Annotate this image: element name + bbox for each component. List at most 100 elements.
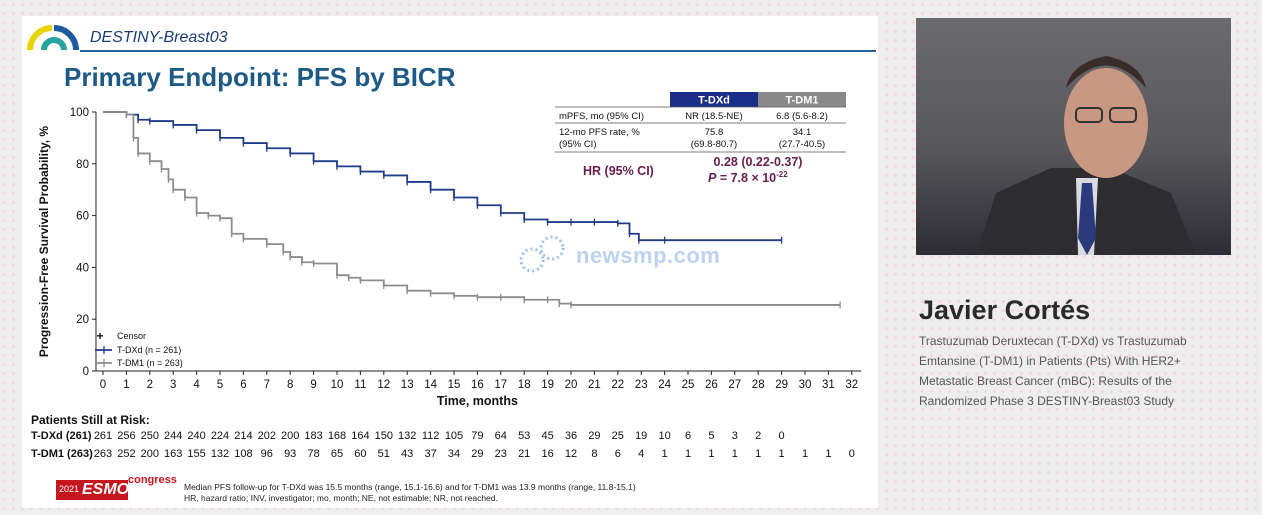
risk-cell: 93 [284, 448, 297, 460]
risk-cell: 19 [635, 430, 648, 442]
table-row-rate-tdxd1: 75.8 [705, 127, 724, 138]
risk-cell: 155 [187, 448, 206, 460]
risk-cell: 263 [93, 448, 113, 460]
risk-cell: 132 [210, 448, 230, 460]
x-tick-label-5: 5 [217, 379, 223, 391]
risk-cell: 164 [351, 430, 370, 442]
x-tick-label-16: 16 [471, 379, 484, 391]
x-tick-label-13: 13 [401, 379, 414, 391]
series-line-tdxd [103, 111, 782, 242]
risk-cell: 240 [187, 430, 206, 442]
risk-cell: 29 [588, 430, 601, 442]
risk-cell: 60 [354, 448, 367, 460]
x-tick-label-1: 1 [123, 379, 129, 391]
risk-cell: 43 [401, 448, 414, 460]
p-prefix: P [708, 171, 717, 185]
table-row-mpfs-tdm1: 6.8 (5.6-8.2) [776, 111, 828, 122]
x-tick-label-7: 7 [264, 379, 270, 391]
risk-cell: 64 [494, 430, 507, 442]
risk-cell: 132 [398, 430, 417, 442]
risk-cell: 0 [778, 430, 785, 442]
risk-cell: 150 [374, 430, 393, 442]
risk-cell: 108 [234, 448, 253, 460]
esmo-year: 2021 [59, 484, 80, 494]
risk-cell: 256 [117, 430, 136, 442]
risk-cell: 1 [661, 448, 668, 460]
y-tick-label-0: 0 [83, 366, 89, 378]
p-exp: -22 [776, 170, 788, 179]
x-tick-label-0: 0 [100, 379, 106, 391]
chart-axes: 0 1 2 3 4 5 6 7 8 9 10 11 12 13 14 15 16 17 18 19 20 21 22 23 24… [37, 107, 862, 408]
speaker-portrait [976, 56, 1196, 255]
risk-cell: 79 [471, 430, 484, 442]
x-tick-label-14: 14 [424, 379, 437, 391]
study-brand: DESTINY-Breast03 [90, 29, 228, 46]
table-header-tdxd: T-DXd [698, 95, 730, 107]
risk-cell: 200 [281, 430, 300, 442]
watermark-text: newsmp.com [576, 243, 721, 268]
x-axis-label: Time, months [437, 394, 518, 408]
chart-legend: + Censor T-DXd (n = 261) T-DM1 (n = 263) [95, 329, 183, 368]
x-tick-label-30: 30 [799, 379, 812, 391]
x-tick-label-31: 31 [822, 379, 835, 391]
table-header-tdm1: T-DM1 [786, 95, 819, 107]
risk-cell: 183 [304, 430, 323, 442]
risk-cell: 53 [518, 430, 531, 442]
risk-cell: 1 [778, 448, 785, 460]
destiny-logo [27, 25, 79, 51]
risk-cell: 45 [541, 430, 554, 442]
x-tick-label-4: 4 [193, 379, 200, 391]
table-row-rate-tdxd2: (69.8-80.7) [691, 139, 737, 150]
risk-cell: 252 [117, 448, 136, 460]
y-axis-label: Progression-Free Survival Probability, % [37, 126, 51, 358]
footnote-followup: Median PFS follow-up for T-DXd was 15.5 … [184, 482, 636, 492]
x-tick-label-22: 22 [611, 379, 624, 391]
legend-label-tdxd: T-DXd (n = 261) [117, 345, 181, 355]
x-tick-label-18: 18 [518, 379, 531, 391]
risk-cell: 1 [731, 448, 738, 460]
x-tick-label-2: 2 [147, 379, 153, 391]
x-tick-label-28: 28 [752, 379, 765, 391]
risk-cell: 1 [684, 448, 692, 460]
risk-cell: 200 [140, 448, 159, 460]
slide-title: Primary Endpoint: PFS by BICR [64, 62, 456, 92]
p-value: P = 7.8 × 10-22 [708, 170, 788, 185]
risk-cell: 2 [755, 430, 762, 442]
hr-value: 0.28 (0.22-0.37) [714, 155, 803, 169]
y-tick-label-80: 80 [76, 159, 89, 171]
y-tick-label-20: 20 [76, 314, 89, 326]
risk-row-label: T-DM1 (263) [31, 448, 93, 460]
x-tick-label-24: 24 [658, 379, 671, 391]
x-tick-label-20: 20 [565, 379, 578, 391]
risk-cell: 23 [494, 448, 507, 460]
table-header-tdxd-bg [670, 92, 758, 107]
header-rule [80, 50, 876, 52]
hr-label: HR (95% CI) [583, 164, 654, 178]
risk-cell: 1 [708, 448, 715, 460]
risk-cell: 29 [471, 448, 484, 460]
table-row-rate-label2: (95% CI) [559, 139, 596, 150]
risk-cell: 34 [447, 448, 461, 460]
x-tick-label-9: 9 [310, 379, 316, 391]
risk-cell: 4 [638, 448, 645, 460]
watermark-icon [519, 235, 565, 273]
risk-cell: 96 [260, 448, 273, 460]
speaker-video [916, 18, 1231, 255]
risk-cell: 261 [93, 430, 113, 442]
risk-cell: 105 [444, 430, 464, 442]
x-tick-label-25: 25 [682, 379, 695, 391]
risk-cell: 65 [330, 448, 344, 460]
x-tick-label-11: 11 [354, 379, 366, 391]
risk-cell: 0 [848, 448, 855, 460]
table-row-mpfs-tdxd: NR (18.5-NE) [685, 111, 743, 122]
x-tick-label-12: 12 [377, 379, 390, 391]
risk-row-label: T-DXd (261) [31, 430, 92, 442]
series-line-tdm1 [103, 111, 841, 306]
esmo-name: ESMO [82, 481, 130, 498]
table-row-rate-tdm11: 34.1 [793, 127, 812, 138]
risk-cell: 12 [564, 448, 578, 460]
risk-cell: 51 [377, 448, 390, 460]
km-chart: 0 1 2 3 4 5 6 7 8 9 10 11 12 13 14 15 16 17 18 19 20 21 22 23 24… [37, 92, 862, 408]
risk-cell: 21 [518, 448, 531, 460]
risk-cell: 16 [541, 448, 554, 460]
